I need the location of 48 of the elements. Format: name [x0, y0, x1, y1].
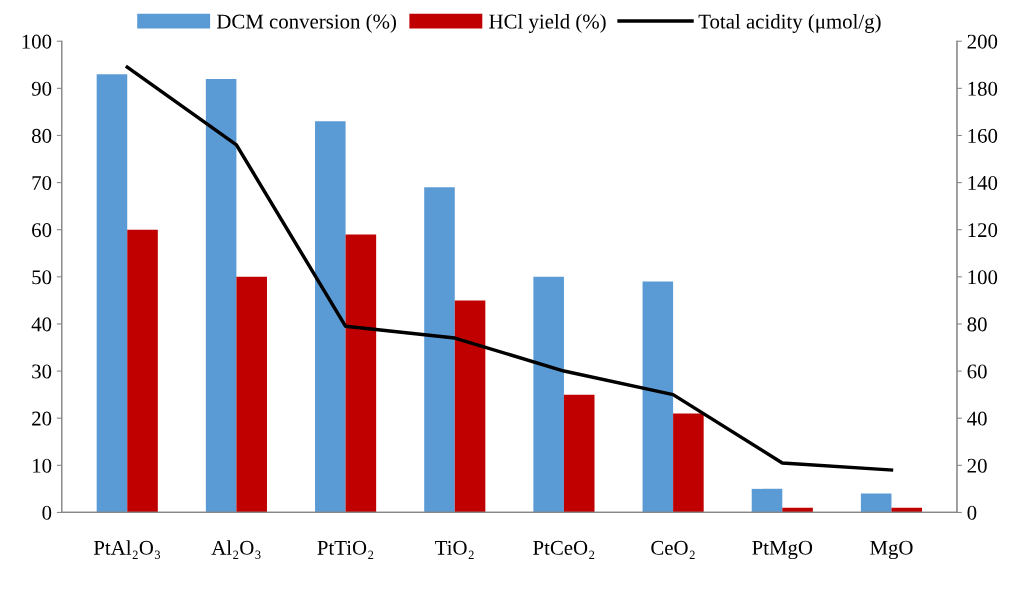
y2-tick-label: 60 [967, 364, 987, 379]
bar [751, 488, 783, 513]
y2-tick-label: 200 [967, 34, 998, 49]
y2-tick-label: 0 [967, 505, 977, 520]
bar [533, 276, 564, 513]
x-tick-label: Al₂O₃ [211, 540, 261, 559]
bar [642, 281, 674, 513]
bar [454, 300, 486, 513]
legend-label: DCM conversion (%) [216, 13, 396, 33]
bar [127, 229, 158, 513]
y-tick-label: 60 [32, 223, 52, 238]
bar [96, 74, 128, 513]
x-tick-label: MgO [870, 540, 913, 560]
x-tick-label: PtAl₂O₃ [93, 540, 161, 559]
y-tick-label: 30 [32, 364, 52, 379]
y2-tick-label: 140 [968, 175, 998, 191]
y2-tick-label: 40 [967, 411, 987, 426]
bar [673, 413, 704, 513]
x-tick-label: PtCeO₂ [533, 540, 595, 559]
bar [345, 234, 377, 513]
y-tick-label: 70 [32, 175, 52, 191]
legend-label: HCl yield (%) [489, 13, 606, 33]
y-tick-label: 80 [31, 128, 52, 143]
y-tick-label: 10 [33, 458, 52, 473]
bar [424, 187, 455, 513]
y-tick-label: 0 [42, 505, 52, 520]
bar [236, 276, 267, 513]
bar [860, 493, 892, 513]
y-tick-label: 40 [31, 317, 52, 332]
y2-tick-label: 80 [967, 317, 987, 332]
y-tick-label: 90 [31, 81, 52, 96]
y2-tick-label: 180 [968, 81, 998, 96]
bar [315, 121, 346, 513]
y-tick-label: 20 [32, 411, 52, 426]
x-tick-label: PtMgO [752, 540, 813, 560]
y2-tick-label: 20 [967, 458, 987, 473]
x-tick-label: TiO₂ [435, 540, 474, 559]
y2-tick-label: 160 [968, 128, 998, 143]
line-series [125, 65, 894, 472]
y-tick-label: 100 [22, 34, 52, 49]
y-tick-label: 50 [32, 270, 52, 285]
bar [563, 394, 595, 513]
x-tick-label: PtTiO₂ [317, 540, 374, 559]
y2-tick-label: 120 [968, 223, 998, 238]
y2-tick-label: 100 [968, 270, 998, 285]
bar [205, 78, 237, 513]
x-tick-label: CeO₂ [651, 540, 695, 559]
legend-label: Total acidity (μmol/g) [698, 13, 881, 33]
